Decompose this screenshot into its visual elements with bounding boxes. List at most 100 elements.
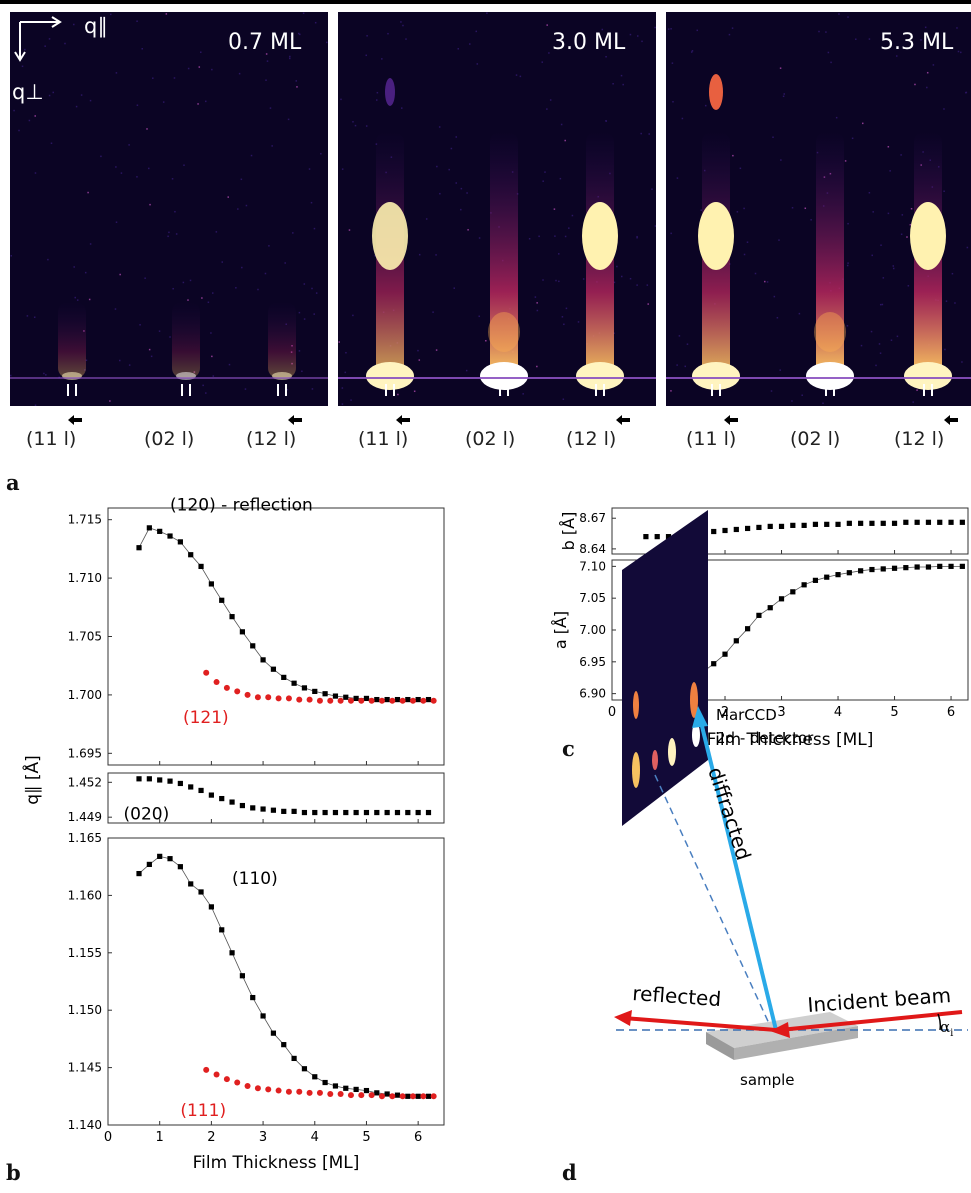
noise-speckle <box>237 208 239 210</box>
incident-label: Incident beam <box>807 983 952 1017</box>
noise-speckle <box>315 292 318 294</box>
noise-speckle <box>435 254 437 256</box>
data-point <box>260 1013 266 1019</box>
noise-speckle <box>636 284 638 286</box>
noise-speckle <box>746 241 749 243</box>
noise-speckle <box>148 348 151 351</box>
noise-speckle <box>910 207 913 210</box>
noise-speckle <box>851 137 854 140</box>
data-point <box>358 1092 365 1099</box>
noise-speckle <box>561 316 564 318</box>
data-point <box>244 1082 251 1089</box>
noise-speckle <box>162 101 165 103</box>
data-point <box>767 605 773 611</box>
noise-speckle <box>830 61 832 64</box>
noise-speckle <box>900 154 902 156</box>
data-point <box>157 853 163 859</box>
data-point <box>858 520 864 526</box>
data-point <box>136 776 142 782</box>
detector-image-3-0ml <box>338 12 656 406</box>
y-tick-label: 1.452 <box>68 775 102 789</box>
noise-speckle <box>201 297 203 299</box>
data-point <box>177 780 183 787</box>
noise-speckle <box>271 145 273 147</box>
noise-speckle <box>128 364 131 366</box>
marker-tick <box>75 384 77 396</box>
noise-speckle <box>289 57 291 60</box>
data-point <box>394 809 401 816</box>
noise-speckle <box>76 299 79 301</box>
panel-letter-c: c <box>562 736 575 761</box>
noise-speckle <box>212 375 215 377</box>
data-point <box>778 523 785 529</box>
marker-tick <box>711 384 713 396</box>
marker-tick <box>67 384 69 396</box>
refl-label-02l-3: (02 l) <box>790 428 841 450</box>
data-point <box>903 565 909 571</box>
data-point <box>203 1066 210 1073</box>
noise-speckle <box>352 314 354 317</box>
noise-speckle <box>691 50 694 52</box>
noise-speckle <box>172 287 174 290</box>
rod-streak <box>58 302 86 378</box>
noise-speckle <box>870 330 873 333</box>
data-point <box>229 950 235 956</box>
noise-speckle <box>241 266 243 269</box>
noise-speckle <box>515 74 518 76</box>
noise-speckle <box>205 100 207 103</box>
noise-speckle <box>374 255 376 257</box>
data-point <box>415 1093 421 1099</box>
noise-speckle <box>210 332 212 334</box>
bragg-spot <box>480 362 528 390</box>
noise-speckle <box>770 390 773 392</box>
noise-speckle <box>605 120 607 122</box>
y-axis-label-b: q∥ [Å] <box>21 755 43 805</box>
noise-speckle <box>879 352 882 354</box>
noise-speckle <box>558 253 560 255</box>
reflected-beam <box>623 1016 777 1032</box>
noise-speckle <box>951 272 954 275</box>
data-point <box>722 527 728 534</box>
noise-speckle <box>268 245 270 247</box>
noise-speckle <box>640 132 642 135</box>
noise-speckle <box>466 192 468 194</box>
data-point <box>394 1092 401 1098</box>
noise-speckle <box>432 311 434 313</box>
noise-speckle <box>469 43 471 45</box>
y-tick-label: 6.90 <box>579 687 606 701</box>
y-tick-label: 1.150 <box>68 1003 102 1017</box>
data-point <box>285 695 292 702</box>
noise-speckle <box>211 355 213 358</box>
data-point <box>824 521 830 527</box>
refl-label-02l-1: (02 l) <box>144 428 195 450</box>
noise-speckle <box>257 288 259 291</box>
data-point <box>415 696 421 703</box>
data-point <box>316 697 323 704</box>
noise-speckle <box>455 182 457 184</box>
data-point <box>824 574 830 580</box>
y-tick-label: 7.10 <box>579 559 606 573</box>
noise-speckle <box>875 364 877 367</box>
noise-speckle <box>198 66 201 68</box>
noise-speckle <box>202 384 204 387</box>
noise-speckle <box>920 39 922 41</box>
sample-slab <box>706 1012 858 1048</box>
noise-speckle <box>425 218 428 220</box>
data-point <box>219 927 225 933</box>
data-point <box>425 809 432 816</box>
noise-speckle <box>34 404 37 406</box>
noise-speckle <box>780 159 782 161</box>
noise-speckle <box>900 233 903 236</box>
noise-speckle <box>43 372 45 375</box>
data-point <box>306 1089 313 1096</box>
bragg-spot <box>366 362 414 390</box>
x-tick-label: 1 <box>664 705 672 720</box>
data-point <box>296 696 303 703</box>
noise-speckle <box>486 12 488 14</box>
noise-speckle <box>957 50 960 53</box>
marker-tick <box>393 384 395 396</box>
marker-tick <box>285 384 287 396</box>
y-tick-label: 7.00 <box>579 623 606 637</box>
noise-speckle <box>924 26 927 29</box>
data-point <box>229 799 235 805</box>
